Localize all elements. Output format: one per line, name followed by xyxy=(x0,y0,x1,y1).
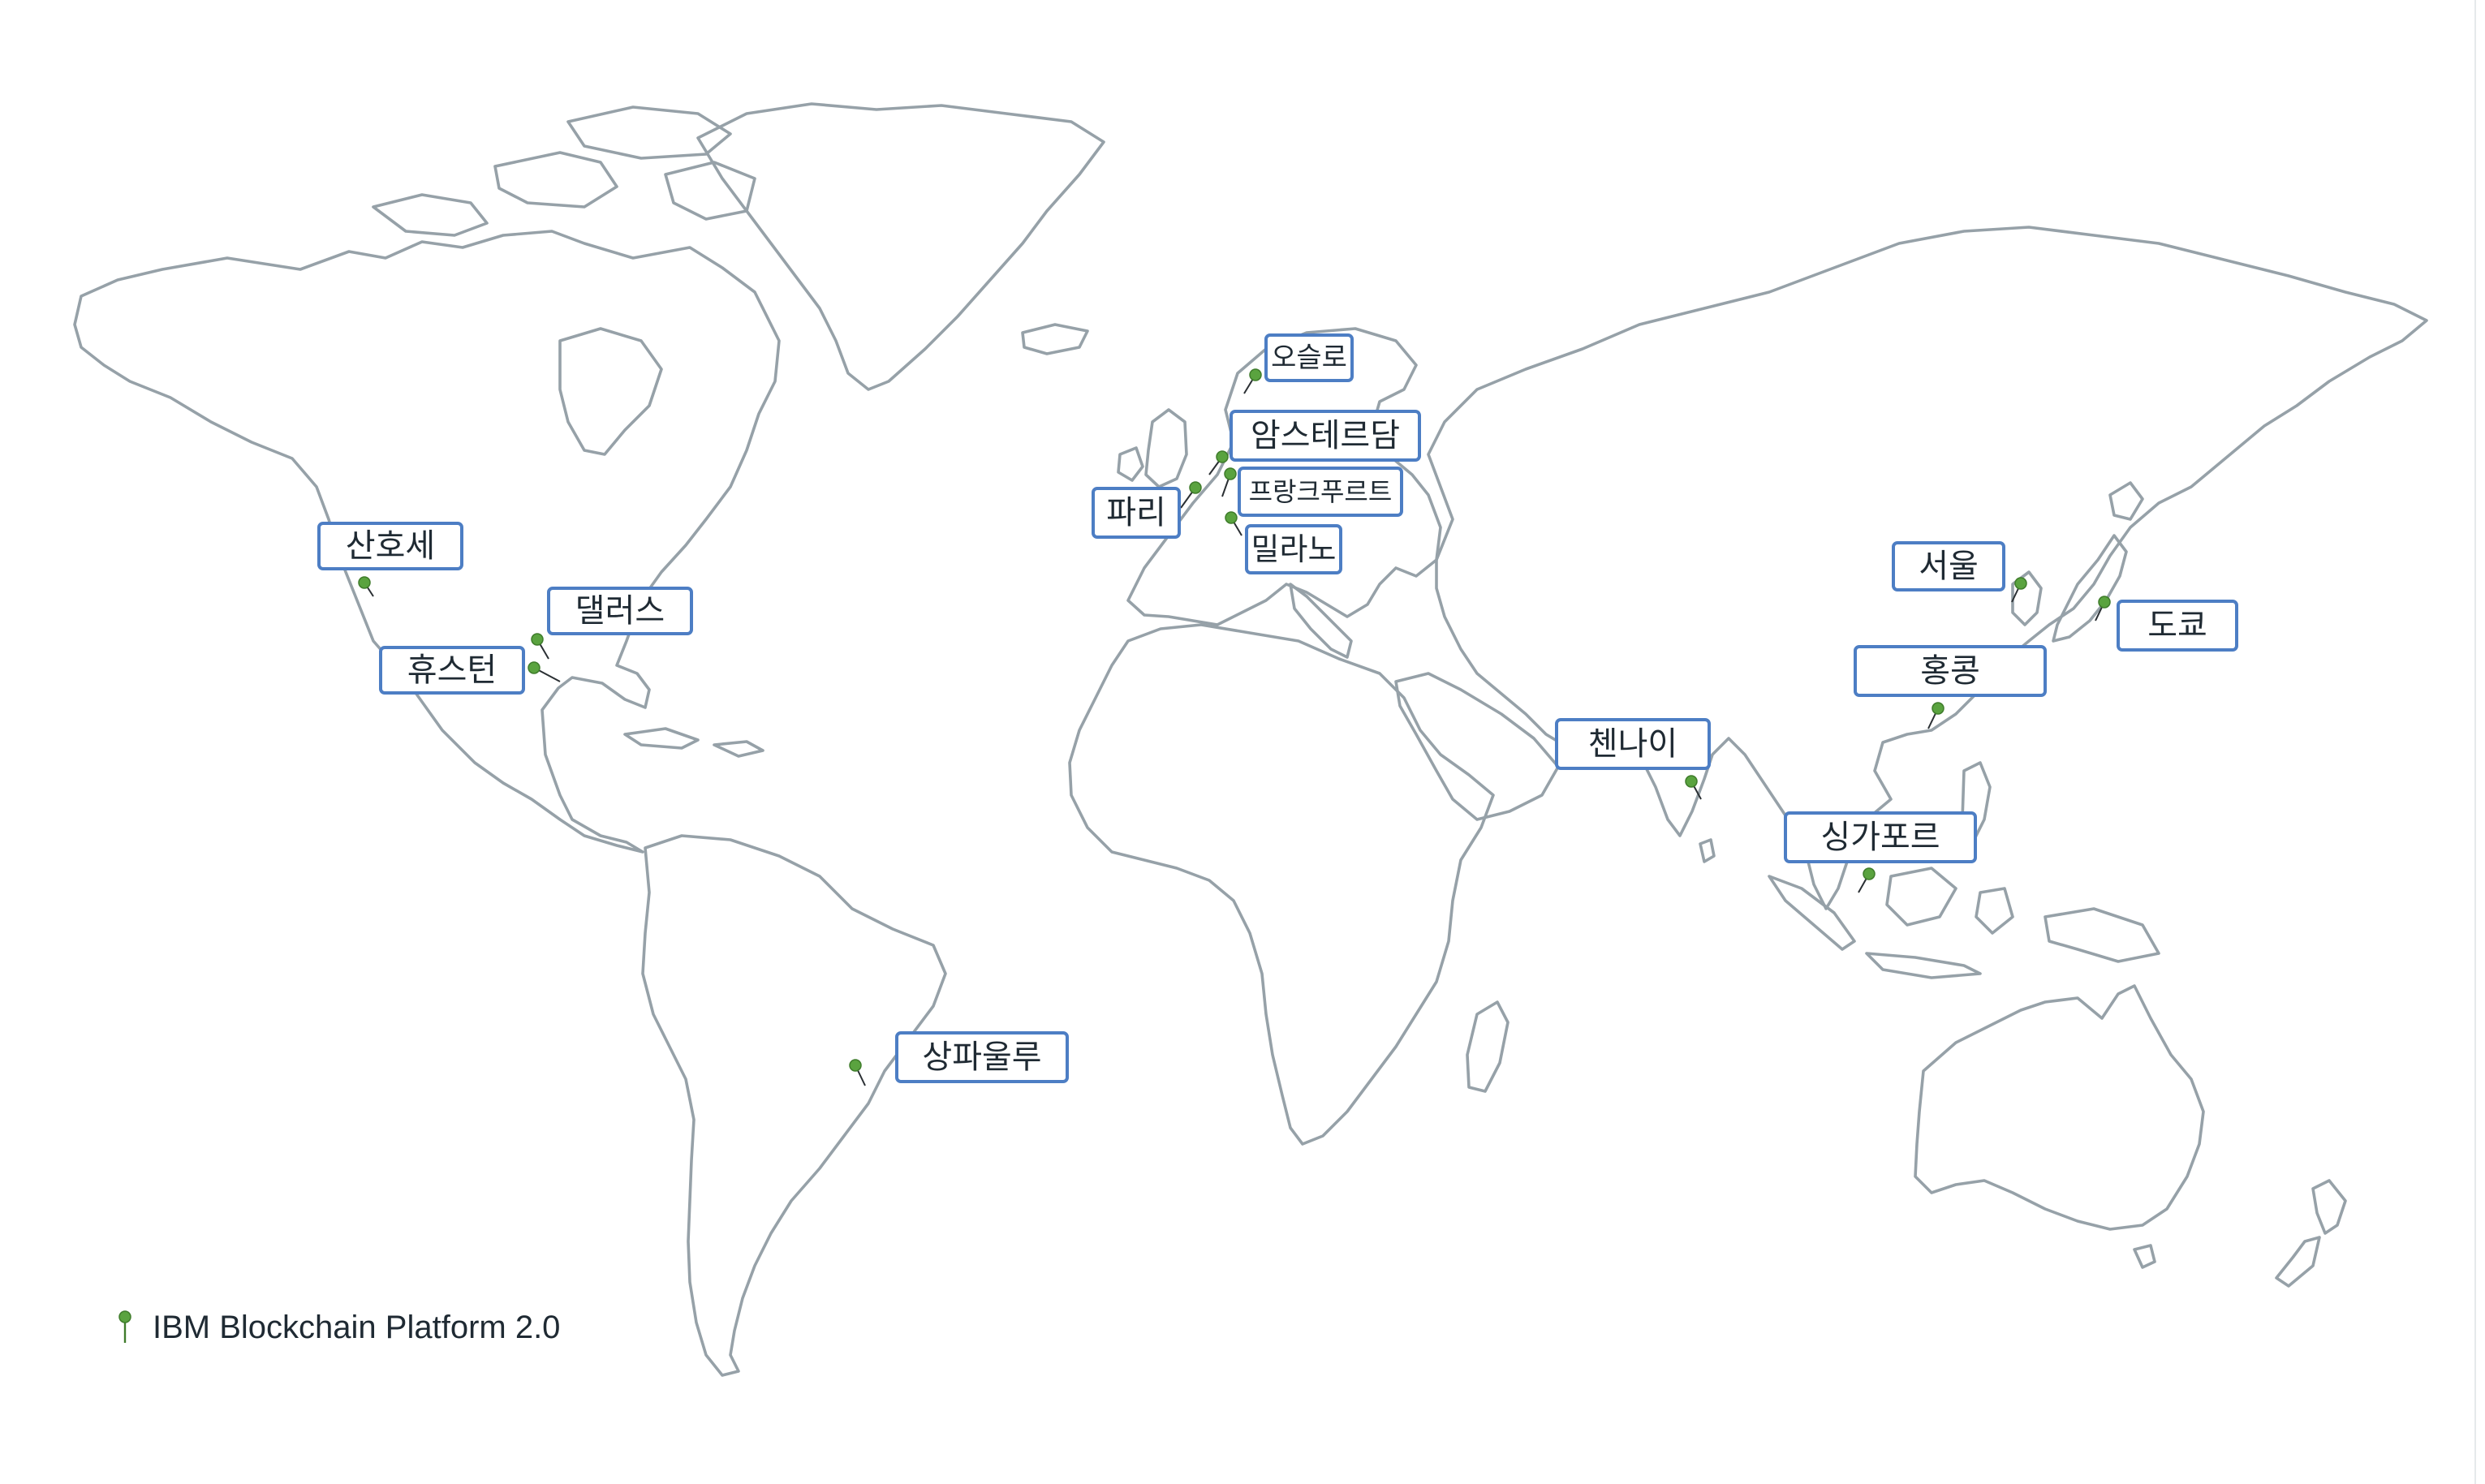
city-label: 프랑크푸르트 xyxy=(1249,476,1393,507)
pin-icon xyxy=(1249,368,1262,381)
tasmania-outline xyxy=(2133,1244,2156,1269)
uk-outline xyxy=(1117,408,1188,488)
city-label-box xyxy=(1245,524,1342,574)
city-label: 암스테르담 xyxy=(1251,417,1400,454)
city-label-box xyxy=(1892,541,2005,591)
australia-outline xyxy=(1914,984,2205,1231)
city-label-box xyxy=(1264,333,1354,382)
south-america-outline xyxy=(641,834,947,1377)
city-marker-singapore[interactable]: 싱가포르 xyxy=(1784,811,1977,893)
city-label-box xyxy=(1238,467,1403,517)
pin-icon xyxy=(1932,702,1945,715)
iceland-outline xyxy=(1021,323,1089,355)
indonesia-outline xyxy=(1768,867,2160,979)
city-label-box xyxy=(2117,600,2238,652)
pin-icon xyxy=(1685,775,1698,788)
city-label: 서울 xyxy=(1919,548,1979,585)
pin-icon xyxy=(118,1310,131,1323)
city-label-box xyxy=(1092,487,1181,539)
city-label: 밀라노 xyxy=(1251,531,1337,567)
korea-outline xyxy=(2011,570,2043,626)
africa-outline xyxy=(1068,623,1495,1146)
city-label: 홍콩 xyxy=(1920,652,1980,690)
new-zealand-outline xyxy=(2275,1179,2347,1288)
pin-icon xyxy=(1216,450,1229,463)
city-label-box xyxy=(1555,718,1711,770)
city-marker-frankfurt[interactable]: 프랑크푸르트 xyxy=(1221,467,1403,517)
land-outlines xyxy=(73,102,2428,1377)
city-label-box xyxy=(1230,410,1421,462)
city-label: 댈러스 xyxy=(575,592,665,630)
city-label-box xyxy=(1854,645,2047,697)
city-marker-san-jose[interactable]: 산호세 xyxy=(317,522,463,597)
city-label-box xyxy=(1784,811,1977,863)
pin-icon xyxy=(1225,511,1238,524)
city-marker-tokyo[interactable]: 도쿄 xyxy=(2095,596,2238,652)
hudson-bay-outline xyxy=(558,327,663,456)
city-marker-hong-kong[interactable]: 홍콩 xyxy=(1854,645,2047,729)
city-label-box xyxy=(317,522,463,570)
city-label: 상파울루 xyxy=(922,1039,1041,1076)
city-label-box xyxy=(547,587,693,635)
city-marker-sao-paulo[interactable]: 상파울루 xyxy=(849,1031,1069,1086)
pin-icon xyxy=(531,633,544,646)
city-markers: 산호세 댈러스 휴스턴 상파울루 오슬로 xyxy=(317,333,2238,1086)
city-label-box xyxy=(379,646,525,695)
city-label: 도쿄 xyxy=(2147,607,2207,644)
madagascar-outline xyxy=(1466,1000,1510,1093)
city-label: 휴스턴 xyxy=(407,652,497,689)
pin-icon xyxy=(2098,596,2111,609)
arctic-islands-outline xyxy=(372,105,756,237)
pin-icon xyxy=(528,661,540,674)
pin-icon xyxy=(1224,467,1237,480)
greenland-outline xyxy=(696,102,1105,391)
pin-icon xyxy=(1189,481,1202,494)
city-marker-chennai[interactable]: 첸나이 xyxy=(1555,718,1711,800)
sri-lanka-outline xyxy=(1699,838,1716,863)
city-marker-paris[interactable]: 파리 xyxy=(1092,481,1202,539)
city-marker-milan[interactable]: 밀라노 xyxy=(1225,511,1342,574)
city-marker-amsterdam[interactable]: 암스테르담 xyxy=(1208,410,1421,475)
city-label: 파리 xyxy=(1106,494,1166,531)
city-label: 싱가포르 xyxy=(1820,819,1940,856)
caribbean-outline xyxy=(623,727,764,758)
legend-label: IBM Blockchain Platform 2.0 xyxy=(153,1310,560,1345)
arabia-outline xyxy=(1394,672,1560,821)
europe-outline xyxy=(1126,327,1442,626)
city-marker-dallas[interactable]: 댈러스 xyxy=(531,587,693,660)
italy-outline xyxy=(1289,583,1353,659)
city-marker-seoul[interactable]: 서울 xyxy=(1892,541,2027,603)
city-label: 첸나이 xyxy=(1588,725,1677,763)
city-marker-houston[interactable]: 휴스턴 xyxy=(379,646,561,695)
pin-icon xyxy=(2014,577,2027,590)
legend: IBM Blockchain Platform 2.0 xyxy=(118,1310,560,1345)
city-label: 오슬로 xyxy=(1271,342,1347,374)
pin-icon xyxy=(1863,867,1876,880)
pin-icon xyxy=(358,576,371,589)
pin-icon xyxy=(849,1059,862,1072)
city-label-box xyxy=(895,1031,1069,1083)
city-label: 산호세 xyxy=(346,527,435,565)
city-marker-oslo[interactable]: 오슬로 xyxy=(1243,333,1354,394)
